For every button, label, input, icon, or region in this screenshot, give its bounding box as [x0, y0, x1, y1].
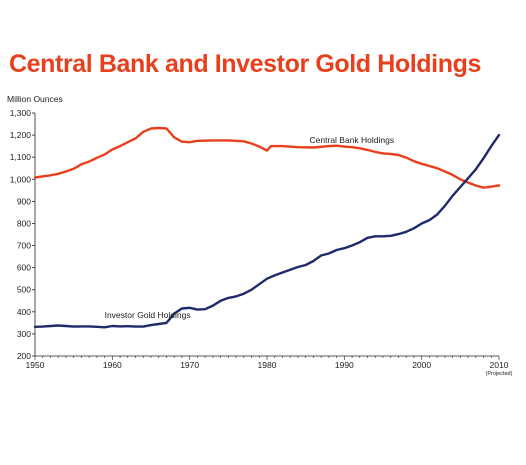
y-tick-label: 400: [17, 307, 31, 317]
y-tick-label: 700: [17, 241, 31, 251]
y-tick-label: 500: [17, 285, 31, 295]
y-tick-label: 200: [17, 351, 31, 361]
x-tick-label: 1970: [180, 360, 199, 370]
y-tick-label: 800: [17, 218, 31, 228]
chart-title: Central Bank and Investor Gold Holdings: [9, 50, 481, 78]
x-tick-label: 2000: [412, 360, 431, 370]
x-tick-note: (Projected): [486, 371, 513, 377]
y-axis-label: Million Ounces: [7, 94, 63, 104]
y-tick-label: 900: [17, 196, 31, 206]
series-line-central-bank-holdings: [33, 126, 501, 189]
series-label-investor-gold-holdings: Investor Gold Holdings: [105, 310, 191, 320]
x-tick-label: 1960: [103, 360, 122, 370]
series-line-investor-gold-holdings: [33, 133, 501, 329]
x-tick-label: 1980: [258, 360, 277, 370]
series-label-central-bank-holdings: Central Bank Holdings: [310, 135, 395, 145]
y-tick-label: 1,000: [10, 174, 32, 184]
x-tick-label: 1990: [335, 360, 354, 370]
axes: 200 300 400 500 600 700 800 900 1,000 1,100 1,200 1…: [10, 108, 513, 377]
series-lines: [33, 126, 501, 329]
y-tick-label: 1,300: [10, 108, 32, 118]
y-tick-label: 1,100: [10, 152, 32, 162]
x-tick-label: 1950: [26, 360, 45, 370]
y-tick-label: 300: [17, 329, 31, 339]
y-tick-label: 1,200: [10, 130, 32, 140]
series-labels: Central Bank Holdings Investor Gold Holdi…: [105, 135, 395, 320]
y-tick-label: 600: [17, 263, 31, 273]
x-tick-label: 2010: [490, 360, 509, 370]
